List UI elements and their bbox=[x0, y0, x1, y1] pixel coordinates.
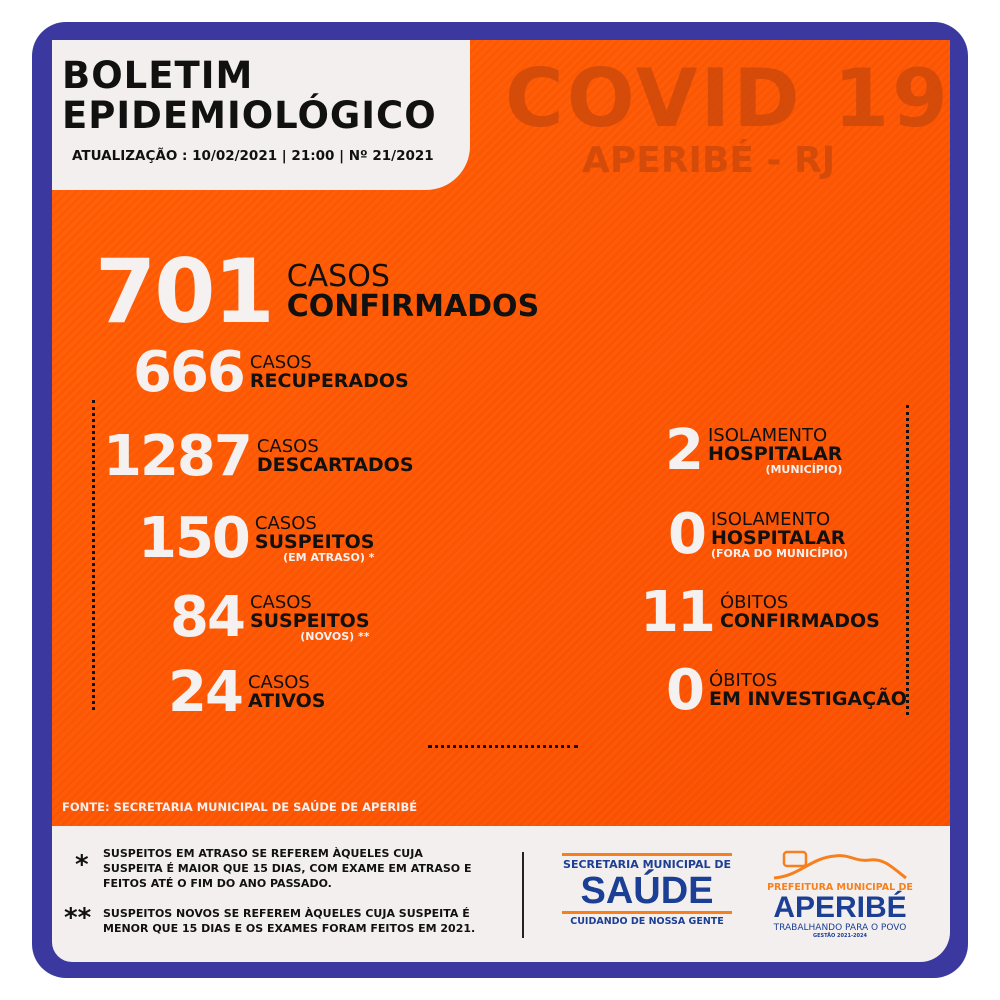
stat-note: (NOVOS) ** bbox=[300, 629, 370, 643]
stat-value: 11 bbox=[640, 580, 716, 645]
stat-label1: CASOS bbox=[249, 591, 312, 613]
stat-deaths-investigation: 0 ÓBITOS EM INVESTIGAÇÃO bbox=[666, 658, 907, 723]
footnote-text: SUSPEITOS NOVOS SE REFEREM ÀQUELES CUJA … bbox=[103, 907, 476, 935]
title-line2: EPIDEMIOLÓGICO bbox=[62, 94, 437, 137]
stat-label2: DESCARTADOS bbox=[256, 454, 414, 476]
stat-label1: CASOS bbox=[254, 512, 317, 534]
stat-label2: SUSPEITOS bbox=[254, 530, 375, 553]
watermark-location: APERIBÉ - RJ bbox=[582, 140, 836, 181]
dotted-divider-bottom bbox=[428, 745, 578, 748]
stat-value: 150 bbox=[138, 506, 251, 571]
saude-logo-top: SECRETARIA MUNICIPAL DE bbox=[562, 853, 732, 871]
footer-divider bbox=[522, 852, 524, 938]
footnote-mark: ** bbox=[64, 903, 92, 933]
stat-note: (FORA DO MUNICÍPIO) bbox=[710, 546, 848, 560]
stat-label2: HOSPITALAR bbox=[707, 442, 843, 465]
stat-label2: SUSPEITOS bbox=[249, 609, 370, 632]
stat-confirmed: 701 CASOS CONFIRMADOS bbox=[95, 240, 539, 343]
stat-discarded: 1287 CASOS DESCARTADOS bbox=[103, 424, 414, 489]
prefeitura-logo-term: GESTÃO 2021-2024 bbox=[813, 933, 867, 939]
stat-value: 666 bbox=[133, 340, 246, 405]
stat-label1: CASOS bbox=[286, 258, 390, 294]
stat-label2: RECUPERADOS bbox=[249, 370, 409, 392]
stat-value: 0 bbox=[666, 658, 705, 723]
prefeitura-logo: PREFEITURA MUNICIPAL DE APERIBÉ TRABALHA… bbox=[765, 848, 915, 939]
saude-logo-main: SAÚDE bbox=[580, 870, 714, 912]
stat-deaths-confirmed: 11 ÓBITOS CONFIRMADOS bbox=[640, 580, 880, 645]
stat-label2: CONFIRMADOS bbox=[719, 610, 880, 632]
stat-label1: CASOS bbox=[256, 436, 319, 457]
prefeitura-logo-tagline: TRABALHANDO PARA O POVO bbox=[773, 923, 907, 933]
stat-value: 84 bbox=[170, 585, 246, 650]
stat-value: 1287 bbox=[103, 424, 253, 489]
stat-hospital-external: 0 ISOLAMENTO HOSPITALAR (FORA DO MUNICÍPIO… bbox=[668, 502, 848, 567]
footnote-mark: * bbox=[75, 850, 89, 880]
watermark-title: COVID 19 bbox=[505, 52, 951, 145]
handshake-hill-icon bbox=[773, 850, 907, 880]
stat-label1: ÓBITOS bbox=[708, 670, 778, 691]
stat-note: (EM ATRASO) * bbox=[283, 550, 375, 564]
saude-logo: SECRETARIA MUNICIPAL DE SAÚDE CUIDANDO D… bbox=[562, 853, 732, 927]
saude-logo-bottom: CUIDANDO DE NOSSA GENTE bbox=[562, 911, 732, 927]
header-box: BOLETIM EPIDEMIOLÓGICO ATUALIZAÇÃO : 10/… bbox=[52, 40, 470, 190]
stat-value: 24 bbox=[168, 660, 244, 725]
prefeitura-logo-top: PREFEITURA MUNICIPAL DE bbox=[767, 882, 913, 893]
stat-label2: CONFIRMADOS bbox=[286, 288, 540, 324]
dotted-divider-left bbox=[92, 400, 95, 710]
update-info: ATUALIZAÇÃO : 10/02/2021 | 21:00 | Nº 21… bbox=[72, 148, 434, 164]
stat-value: 0 bbox=[668, 502, 707, 567]
stat-label1: ISOLAMENTO bbox=[707, 424, 828, 446]
stat-value: 2 bbox=[665, 418, 704, 483]
footnotes-panel bbox=[52, 826, 950, 962]
stat-label1: ISOLAMENTO bbox=[710, 508, 831, 530]
stat-active: 24 CASOS ATIVOS bbox=[168, 660, 325, 725]
stat-suspected-new: 84 CASOS SUSPEITOS (NOVOS) ** bbox=[170, 585, 370, 650]
stat-recovered: 666 CASOS RECUPERADOS bbox=[133, 340, 409, 405]
stat-note: (MUNICÍPIO) bbox=[765, 462, 843, 476]
source-text: FONTE: SECRETARIA MUNICIPAL DE SAÚDE DE … bbox=[62, 800, 418, 814]
stat-label2: EM INVESTIGAÇÃO bbox=[708, 688, 907, 710]
stat-suspected-late: 150 CASOS SUSPEITOS (EM ATRASO) * bbox=[138, 506, 374, 571]
stat-label2: ATIVOS bbox=[247, 690, 326, 712]
title-line1: BOLETIM bbox=[62, 54, 254, 97]
dotted-divider-right bbox=[906, 405, 909, 715]
prefeitura-logo-main: APERIBÉ bbox=[773, 891, 907, 924]
stat-label1: CASOS bbox=[249, 352, 312, 373]
stat-label2: HOSPITALAR bbox=[710, 526, 846, 549]
stat-hospital-municipal: 2 ISOLAMENTO HOSPITALAR (MUNICÍPIO) bbox=[665, 418, 842, 483]
stat-value: 701 bbox=[95, 240, 275, 343]
stat-label1: CASOS bbox=[247, 672, 310, 693]
stat-label1: ÓBITOS bbox=[719, 592, 789, 613]
footnote-text: SUSPEITOS EM ATRASO SE REFEREM ÀQUELES C… bbox=[103, 847, 472, 890]
